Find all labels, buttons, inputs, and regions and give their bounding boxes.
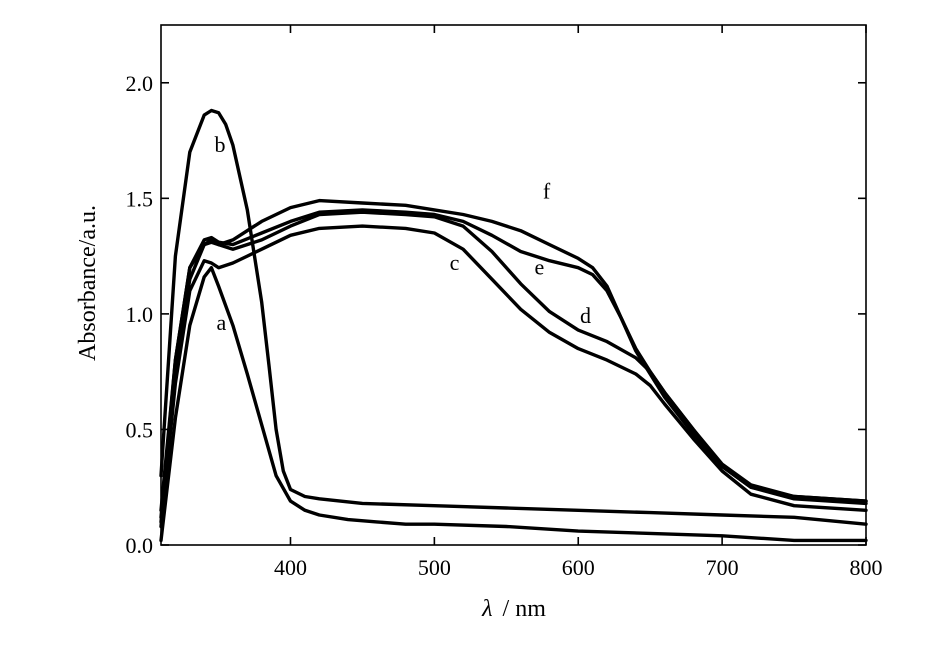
series-layer — [159, 108, 868, 543]
x-axis-title: λ / nm — [481, 596, 546, 622]
series-line-d — [159, 210, 868, 524]
y-tick-label: 0.0 — [126, 533, 154, 558]
x-axis-unit: / nm — [503, 596, 547, 622]
series-line-e — [159, 208, 868, 519]
y-tick-label: 0.5 — [126, 417, 154, 442]
series-line-b — [159, 108, 868, 526]
y-tick-label: 1.0 — [126, 302, 154, 327]
curve-label-f: f — [543, 178, 551, 203]
y-tick-label: 1.5 — [126, 186, 154, 211]
curve-label-e: e — [535, 255, 545, 280]
series-line-c — [159, 224, 868, 529]
plot-frame — [160, 24, 867, 546]
curve-label-b: b — [214, 132, 225, 157]
ticks-layer: 400 500 600 700 800 0.0 0.5 1.0 1.5 2.0 — [126, 25, 883, 580]
series-line-f — [159, 198, 868, 512]
x-tick-label: 800 — [850, 555, 883, 580]
x-axis-symbol: λ — [481, 596, 492, 622]
x-tick-label: 700 — [706, 555, 739, 580]
y-tick-label: 2.0 — [126, 71, 154, 96]
curve-label-a: a — [217, 310, 227, 335]
curve-labels: a b c d e f — [214, 132, 590, 335]
x-tick-label: 400 — [274, 555, 307, 580]
x-tick-label: 600 — [562, 555, 595, 580]
series-line-a — [159, 266, 868, 543]
curve-label-c: c — [450, 250, 460, 275]
y-axis-title: Absorbance/a.u. — [75, 205, 101, 361]
curve-label-d: d — [580, 303, 591, 328]
x-tick-label: 500 — [418, 555, 451, 580]
